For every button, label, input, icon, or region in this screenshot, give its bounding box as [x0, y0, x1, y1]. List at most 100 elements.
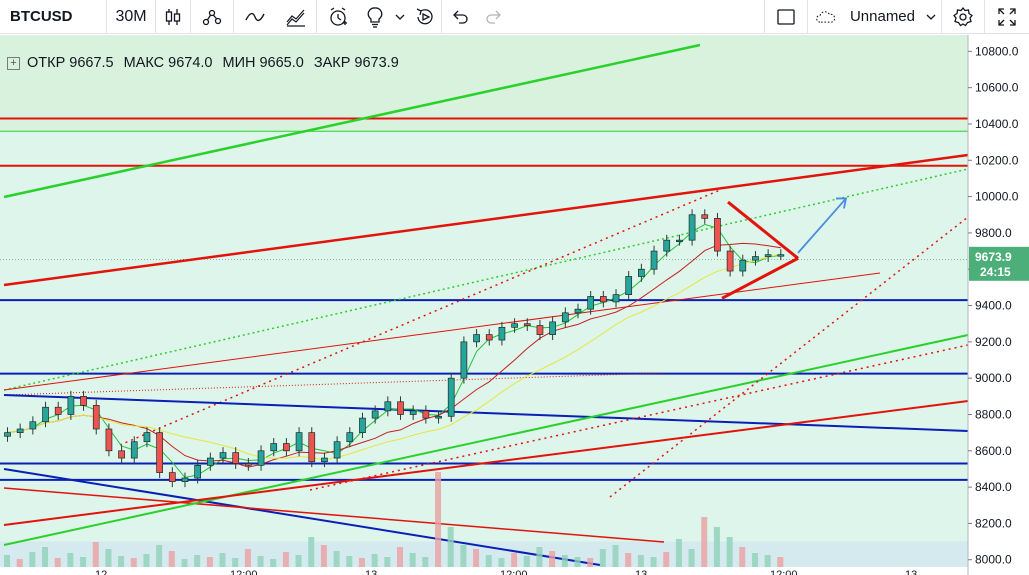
red-dotted-flat-line — [3, 372, 665, 396]
price-tick-label: 10600.0 — [975, 81, 1019, 95]
breakout-arrow-line — [797, 197, 847, 254]
volume-bar — [232, 558, 239, 567]
time-tick-label: 13 — [635, 569, 647, 575]
candle-body — [346, 432, 354, 443]
low-label: МИН — [222, 55, 256, 71]
alert-icon[interactable] — [317, 0, 359, 34]
volume-bar — [80, 557, 87, 567]
price-tick-label: 9800.0 — [975, 226, 1012, 240]
candle-body — [42, 406, 49, 423]
candle-body — [371, 410, 379, 419]
volume-bar — [650, 557, 657, 567]
volume-bar — [42, 547, 49, 567]
candle-body — [16, 428, 24, 433]
candle-body — [206, 457, 214, 466]
time-tick-label: 12:00 — [500, 569, 528, 575]
candle-body — [688, 214, 696, 241]
fullscreen-icon[interactable] — [985, 0, 1029, 34]
high-label: МАКС — [123, 55, 165, 71]
interval-button[interactable]: 30M — [115, 7, 147, 25]
candle-body — [67, 395, 75, 415]
last-price-label: 9673.9 — [975, 250, 1012, 264]
red-descending-line — [3, 487, 665, 543]
layout-name-button[interactable]: Unnamed — [849, 8, 915, 25]
close-label: ЗАКР — [313, 55, 351, 71]
candle-body — [105, 428, 113, 452]
symbol-search-button[interactable]: BTCUSD — [10, 8, 73, 25]
open-value: 9667.5 — [69, 55, 114, 71]
candle-body — [245, 463, 252, 466]
fullscreen-layout-icon[interactable] — [765, 0, 807, 34]
redo-icon[interactable] — [478, 0, 510, 34]
expand-legend-icon[interactable]: + — [7, 56, 20, 70]
candle-body — [625, 276, 633, 295]
price-chart[interactable]: 10800.0 10600.0 10400.0 10200.0 10000.0 9800.… — [0, 35, 1029, 575]
candle-body — [80, 395, 87, 406]
volume-bar — [320, 545, 327, 567]
candle-body — [156, 432, 163, 473]
chevron-down-icon[interactable] — [391, 0, 409, 34]
toolbar-divider — [233, 0, 234, 34]
ohlc-legend: + ОТКР 9667.5 МАКС 9674.0 МИН 9665.0 ЗАК… — [7, 55, 405, 71]
price-tick-label: 8200.0 — [975, 516, 1012, 530]
ideas-icon[interactable] — [359, 0, 391, 34]
triangle-upper-side — [727, 200, 799, 260]
volume-bar — [118, 556, 125, 567]
volume-bar — [701, 517, 708, 567]
upper-zone-background — [0, 35, 968, 132]
candle-body — [701, 214, 709, 219]
volume-bar — [713, 527, 720, 567]
candle-body — [283, 443, 290, 452]
volume-bar — [574, 557, 581, 567]
volume-bar — [663, 552, 670, 567]
red-channel-bottom-line — [3, 400, 969, 526]
volume-bar — [156, 545, 163, 567]
candle-body — [168, 472, 176, 483]
candle-body — [194, 464, 202, 479]
candle-body — [612, 294, 620, 303]
settings-icon[interactable] — [942, 0, 984, 34]
volume-bar — [54, 558, 61, 567]
volume-bar — [587, 558, 594, 567]
volume-bar — [536, 547, 543, 567]
volume-bar — [29, 552, 36, 567]
compare-icon[interactable] — [276, 0, 316, 34]
candle-body — [435, 415, 442, 419]
candle-body — [257, 450, 265, 466]
price-tick-label: 8400.0 — [975, 480, 1012, 494]
candle-body — [638, 268, 645, 277]
candle-body — [447, 377, 455, 417]
chevron-down-icon[interactable] — [921, 0, 941, 34]
price-tick-label: 10200.0 — [975, 153, 1019, 167]
candle-body — [54, 406, 62, 415]
candle-body — [764, 254, 772, 257]
price-tick-label: 8600.0 — [975, 444, 1012, 458]
chart-pane[interactable]: 10800.0 10600.0 10400.0 10200.0 10000.0 9800.… — [0, 35, 1029, 575]
price-tick-label: 8000.0 — [975, 553, 1012, 567]
volume-bar — [257, 556, 264, 567]
volume-bar — [726, 537, 733, 567]
candle-body — [574, 308, 582, 314]
candle-body — [29, 421, 37, 430]
replay-icon[interactable] — [409, 0, 441, 34]
volume-bar — [194, 555, 201, 567]
volume-bar — [739, 547, 746, 567]
price-tick-label: 10400.0 — [975, 117, 1019, 131]
cloud-icon[interactable] — [808, 0, 844, 34]
volume-bar — [422, 557, 429, 567]
volume-bar — [168, 551, 175, 567]
toolbar-divider — [984, 0, 985, 34]
price-tick-label: 9000.0 — [975, 371, 1012, 385]
volume-bar — [485, 555, 492, 567]
line-tool-icon[interactable] — [234, 0, 276, 34]
candle-body — [384, 401, 392, 412]
indicators-icon[interactable] — [191, 0, 233, 34]
candle-body — [752, 256, 759, 261]
candle-body — [714, 218, 721, 252]
undo-icon[interactable] — [442, 0, 478, 34]
volume-bar — [511, 553, 518, 567]
red-dotted-channel-line — [309, 344, 969, 491]
candle-body — [739, 259, 747, 272]
volume-bar — [675, 539, 682, 567]
candles-icon[interactable] — [156, 0, 190, 34]
